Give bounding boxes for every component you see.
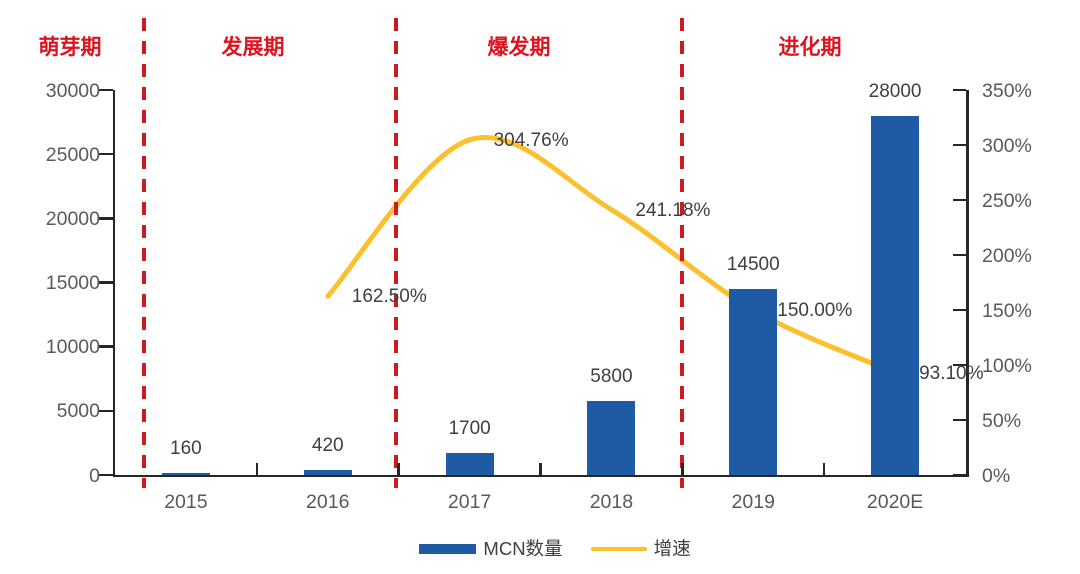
x-axis-tick — [681, 463, 684, 475]
left-axis-tick — [99, 409, 113, 413]
x-axis-category-label: 2017 — [447, 491, 492, 513]
bar-2020E — [871, 115, 920, 475]
line-series-swatch — [590, 546, 647, 552]
y-axis-tick-label-left: 10000 — [45, 336, 100, 359]
bar-value-label-2020E: 28000 — [868, 80, 922, 102]
right-axis-tick — [952, 308, 966, 312]
phase-divider-3 — [680, 18, 684, 488]
bar-2016 — [303, 469, 352, 475]
left-axis-tick — [99, 88, 113, 92]
right-axis-tick — [952, 473, 966, 477]
phase-label-1: 萌芽期 — [38, 35, 102, 59]
line-value-label-2017: 304.76% — [493, 129, 569, 151]
left-axis-tick — [99, 473, 113, 477]
legend-label-mcn-count: MCN数量 — [483, 538, 563, 559]
bar-2015 — [161, 472, 210, 475]
bar-value-label-2019: 14500 — [726, 253, 780, 275]
bar-2018 — [587, 400, 636, 475]
y-axis-tick-label-right: 250% — [982, 189, 1032, 212]
y-axis-tick-label-left: 0 — [89, 464, 100, 487]
legend-item-mcn-count: MCN数量 — [419, 538, 563, 560]
y-axis-tick-label-right: 100% — [982, 354, 1032, 377]
x-axis-category-label: 2019 — [731, 491, 775, 513]
x-axis-category-label: 2018 — [589, 491, 634, 513]
line-value-label-2016: 162.50% — [351, 286, 427, 308]
y-axis-tick-label-right: 350% — [982, 79, 1032, 102]
left-axis-tick — [99, 281, 113, 284]
bar-value-label-2017: 1700 — [448, 418, 491, 440]
right-y-axis — [966, 90, 969, 475]
y-axis-tick-label-left: 30000 — [45, 79, 100, 102]
x-axis-tick — [539, 463, 542, 475]
bar-series-swatch — [419, 543, 477, 555]
right-axis-tick — [952, 88, 966, 92]
left-y-axis — [112, 90, 115, 475]
legend-label-growth-rate: 增速 — [653, 538, 691, 559]
bar-value-label-2015: 160 — [170, 437, 202, 459]
phase-divider-2 — [394, 18, 398, 488]
line-value-label-2020E: 93.10% — [919, 362, 984, 384]
y-axis-tick-label-right: 50% — [982, 409, 1022, 432]
phase-divider-1 — [142, 18, 146, 488]
right-axis-tick — [952, 363, 966, 367]
y-axis-tick-label-left: 5000 — [56, 400, 100, 423]
x-axis-tick — [822, 463, 826, 475]
y-axis-tick-label-left: 25000 — [45, 143, 100, 166]
left-axis-tick — [99, 217, 113, 220]
right-axis-tick — [952, 143, 966, 147]
x-axis-tick — [255, 463, 259, 475]
x-axis-tick — [397, 463, 400, 475]
bar-value-label-2016: 420 — [311, 434, 344, 456]
y-axis-tick-label-right: 200% — [982, 244, 1032, 267]
growth-line — [325, 135, 898, 376]
bar-value-label-2018: 5800 — [590, 365, 633, 387]
line-value-label-2018: 241.18% — [635, 199, 711, 221]
left-axis-tick — [99, 345, 113, 348]
y-axis-tick-label-left: 15000 — [45, 272, 100, 294]
legend-item-growth-rate: 增速 — [590, 538, 691, 560]
phase-label-2: 发展期 — [221, 35, 285, 59]
legend: MCN数量 增速 — [0, 537, 1080, 561]
bar-2019 — [729, 288, 778, 475]
y-axis-tick-label-right: 300% — [982, 134, 1032, 157]
y-axis-tick-label-left: 20000 — [45, 207, 100, 230]
line-value-label-2019: 150.00% — [777, 300, 853, 321]
x-axis-category-label: 2015 — [164, 491, 208, 513]
y-axis-tick-label-right: 150% — [982, 299, 1032, 322]
right-axis-tick — [952, 253, 966, 257]
x-axis-category-label: 2020E — [866, 491, 924, 513]
y-axis-tick-label-right: 0% — [982, 464, 1011, 487]
x-axis-category-label: 2016 — [306, 491, 350, 513]
x-axis — [112, 474, 969, 478]
phase-label-3: 爆发期 — [487, 35, 551, 59]
right-axis-tick — [952, 198, 966, 202]
left-axis-tick — [99, 152, 113, 156]
bar-2017 — [445, 453, 494, 475]
phase-label-4: 进化期 — [778, 35, 842, 59]
right-axis-tick — [952, 418, 966, 422]
